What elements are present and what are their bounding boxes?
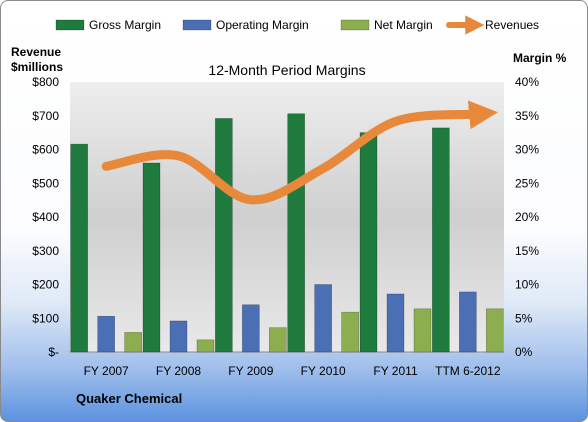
operating-margin-bar [97, 315, 115, 353]
right-axis-tick: 0% [515, 345, 533, 359]
operating-margin-bar [169, 320, 188, 353]
operating-margin-bar [386, 293, 405, 353]
left-axis-tick: $400 [32, 210, 59, 224]
plot-area [70, 82, 504, 352]
left-axis-label: Revenue [11, 45, 61, 59]
x-axis-tick: TTM 6-2012 [435, 364, 501, 378]
revenues-line [101, 100, 498, 205]
right-axis-tick: 35% [515, 109, 539, 123]
right-axis-tick: 25% [515, 176, 539, 190]
right-axis-tick: 40% [515, 75, 539, 89]
left-axis-tick: $300 [32, 244, 59, 258]
left-axis-tick: $500 [32, 176, 59, 190]
x-axis-tick: FY 2009 [228, 364, 273, 378]
x-axis-tick: FY 2007 [84, 364, 129, 378]
gross-margin-bar [215, 118, 233, 353]
left-axis-unit-label: $millions [11, 60, 63, 74]
operating-margin-legend-label: Operating Margin [216, 18, 309, 32]
gross-margin-bar [70, 143, 88, 353]
chart-title: 12-Month Period Margins [208, 62, 365, 78]
operating-margin-bar [242, 304, 260, 353]
left-axis-tick: $700 [32, 109, 59, 123]
x-axis-tick: FY 2011 [373, 364, 418, 378]
net-margin-bar [413, 308, 432, 353]
gross-margin-bar [359, 132, 378, 353]
net-margin-bar [269, 327, 287, 353]
left-axis-tick: $800 [32, 75, 59, 89]
left-axis-tick: $100 [32, 311, 59, 325]
gross-margin-bar [432, 127, 450, 353]
net-margin-bar [196, 339, 215, 353]
left-axis-tick: $- [48, 345, 59, 359]
gross-margin-legend-swatch [55, 19, 85, 31]
gross-margin-bar [142, 162, 161, 353]
gross-margin-bar [287, 113, 305, 353]
right-axis-tick: 10% [515, 278, 539, 292]
gross-margin-legend-label: Gross Margin [89, 18, 161, 32]
right-axis-tick: 30% [515, 143, 539, 157]
right-axis-tick: 5% [515, 311, 533, 325]
right-axis-label: Margin % [513, 51, 567, 65]
net-margin-bar [341, 311, 359, 353]
left-axis-tick: $600 [32, 143, 59, 157]
right-axis-tick: 20% [515, 210, 539, 224]
x-axis-tick: FY 2008 [156, 364, 201, 378]
right-axis-tick: 15% [515, 244, 539, 258]
operating-margin-bar [459, 291, 477, 353]
company-label: Quaker Chemical [76, 391, 182, 406]
operating-margin-bar [314, 284, 332, 353]
net-margin-bar [486, 308, 504, 353]
x-axis-tick: FY 2010 [301, 364, 346, 378]
left-axis-tick: $200 [32, 278, 59, 292]
revenues-legend-label: Revenues [485, 18, 539, 32]
operating-margin-legend-swatch [182, 19, 212, 31]
net-margin-legend-swatch [340, 19, 370, 31]
net-margin-bar [124, 332, 142, 353]
net-margin-legend-label: Net Margin [374, 18, 433, 32]
